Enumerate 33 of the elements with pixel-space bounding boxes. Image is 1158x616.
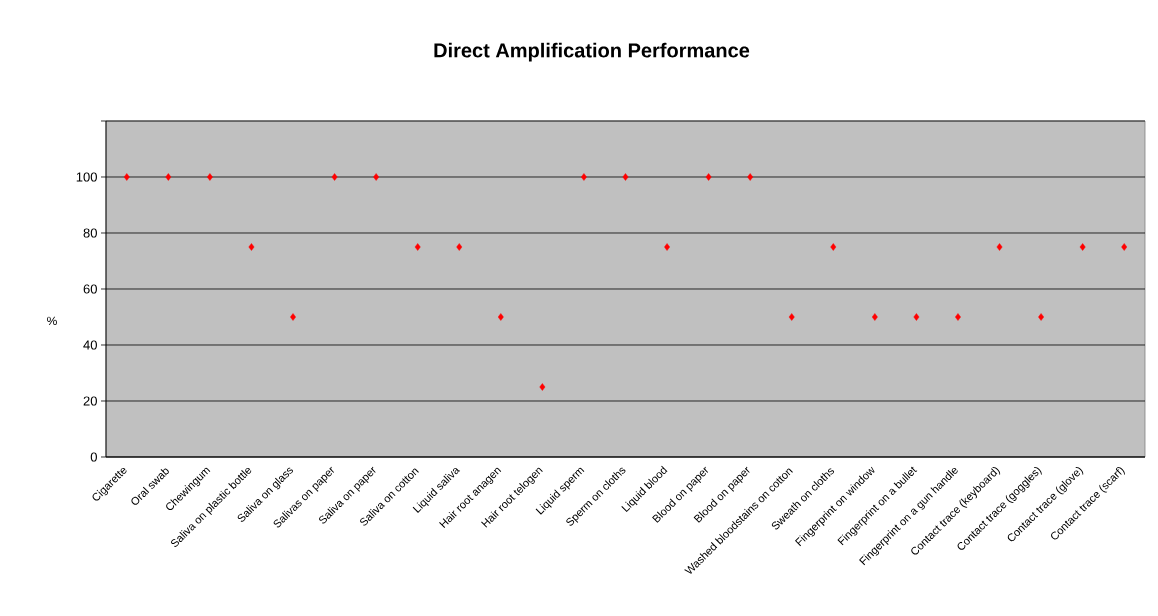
point — [248, 243, 255, 251]
point — [871, 313, 878, 321]
y-tick-label: 20 — [83, 396, 97, 406]
point — [955, 313, 961, 321]
chart-title: Direct Amplification Performance — [434, 42, 750, 62]
point — [747, 173, 754, 181]
point — [539, 383, 546, 391]
point — [414, 243, 421, 251]
y-tick-label: 80 — [83, 228, 97, 238]
point — [996, 243, 1003, 251]
y-tick-label: 100 — [76, 172, 97, 182]
point — [456, 243, 463, 251]
point — [290, 313, 296, 321]
point — [622, 173, 629, 181]
point — [497, 313, 504, 321]
point — [1079, 243, 1086, 251]
point — [913, 313, 920, 321]
point — [207, 173, 213, 181]
point — [331, 173, 338, 181]
point — [373, 173, 380, 181]
point — [1121, 243, 1128, 251]
point — [123, 173, 130, 181]
point — [1038, 313, 1044, 321]
y-tick-label: 0 — [90, 452, 97, 462]
point — [705, 173, 712, 181]
point — [165, 173, 172, 181]
y-tick-label: 60 — [83, 284, 97, 294]
point — [788, 313, 795, 321]
y-tick-label: 40 — [83, 340, 97, 350]
y-axis-title: % — [47, 316, 57, 326]
point — [830, 243, 837, 251]
point — [664, 243, 670, 251]
point — [581, 173, 587, 181]
